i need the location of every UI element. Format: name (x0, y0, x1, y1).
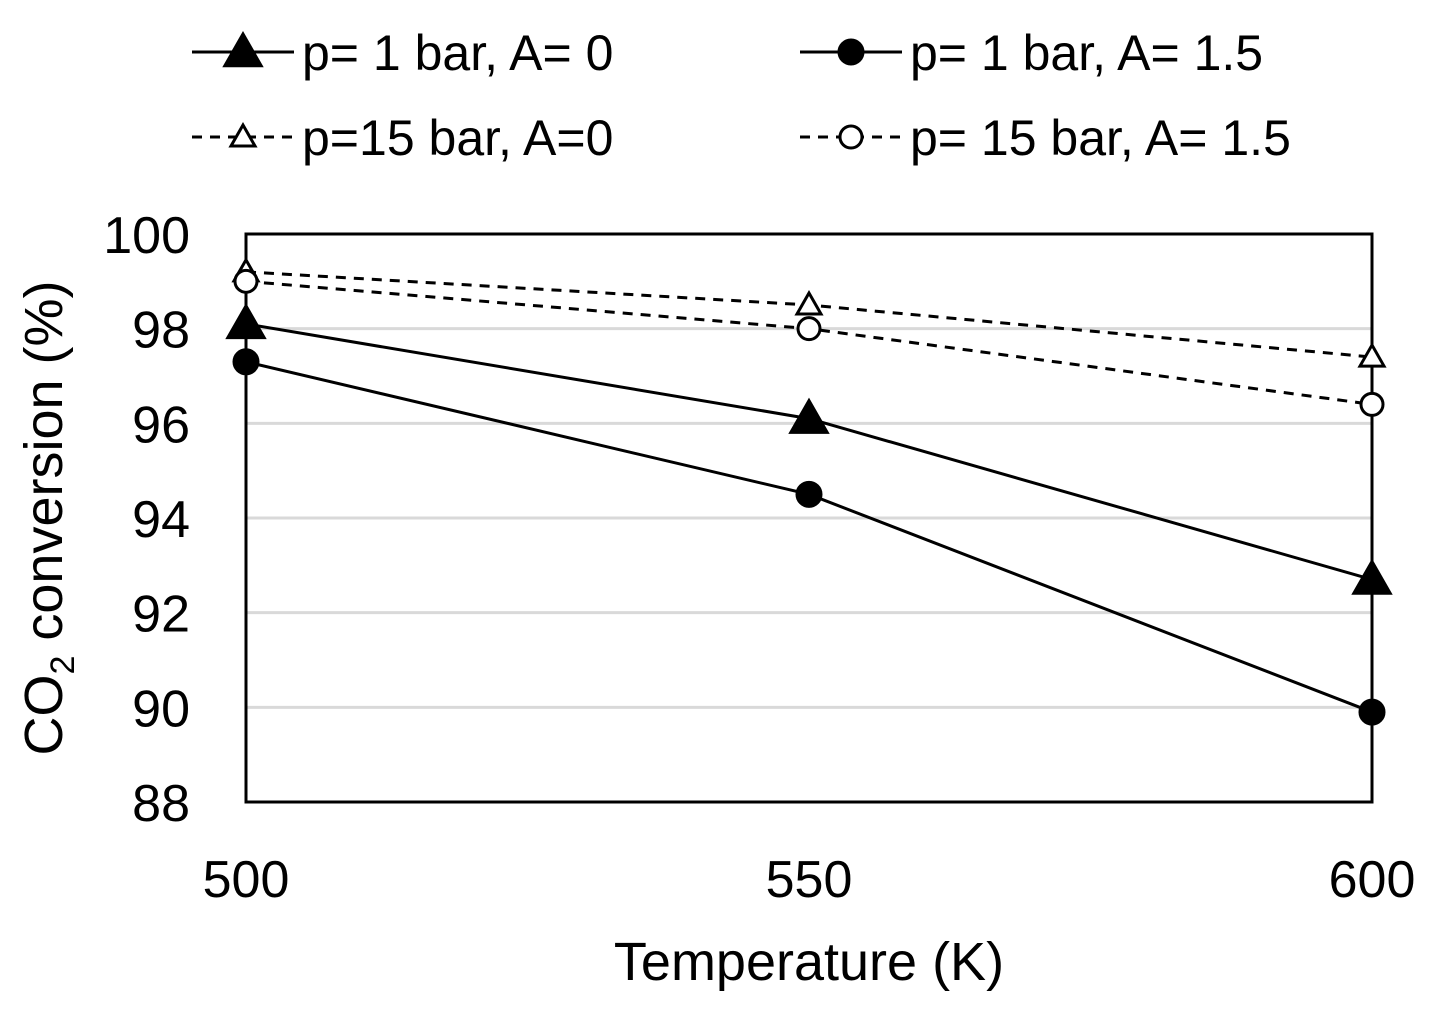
data-point (232, 348, 260, 376)
y-tick-label: 96 (132, 396, 190, 454)
data-point (788, 397, 830, 434)
legend-label: p= 15 bar, A= 1.5 (910, 110, 1291, 166)
y-tick-label: 94 (132, 491, 190, 549)
y-tick-label: 90 (132, 680, 190, 738)
x-axis-tick-labels: 500 550 600 (203, 851, 1416, 909)
y-axis-title-suffix: conversion (%) (14, 280, 74, 655)
legend-item: p=15 bar, A=0 (192, 110, 613, 166)
legend-label: p= 1 bar, A= 1.5 (910, 25, 1263, 81)
legend-marker (222, 30, 264, 68)
legend-marker (228, 121, 258, 148)
y-axis-title-prefix: CO (14, 675, 74, 756)
plot-area-frame (244, 232, 1374, 804)
series-layer (225, 256, 1393, 726)
data-point (795, 480, 823, 508)
y-tick-label: 98 (132, 302, 190, 360)
y-axis-tick-labels: 88 90 92 94 96 98 100 (103, 207, 190, 833)
x-axis-title: Temperature (K) (614, 932, 1004, 992)
data-point (1357, 342, 1387, 368)
data-point (1359, 391, 1385, 417)
x-tick-label: 550 (766, 851, 853, 909)
data-point (233, 268, 259, 294)
data-point (1358, 698, 1386, 726)
legend-item: p= 1 bar, A= 0 (192, 25, 613, 81)
legend-marker (838, 124, 864, 150)
legend-label: p=15 bar, A=0 (302, 110, 613, 166)
x-tick-label: 500 (203, 851, 290, 909)
legend-item: p= 15 bar, A= 1.5 (800, 110, 1291, 166)
legend: p= 1 bar, A= 0 p= 1 bar, A= 1.5 p=15 bar, … (192, 25, 1291, 166)
y-axis-title: CO2 conversion (%) (14, 280, 82, 755)
y-tick-label: 92 (132, 586, 190, 644)
legend-label: p= 1 bar, A= 0 (302, 25, 613, 81)
legend-item: p= 1 bar, A= 1.5 (800, 25, 1263, 81)
legend-marker (837, 38, 865, 66)
data-point (794, 289, 824, 316)
series-4 (233, 268, 1385, 417)
data-point (1351, 558, 1393, 595)
series-2 (232, 348, 1386, 726)
data-point (796, 316, 822, 342)
x-tick-label: 600 (1329, 851, 1416, 909)
data-point (225, 302, 267, 340)
y-axis-title-subscript: 2 (44, 656, 82, 675)
y-tick-label: 88 (132, 775, 190, 833)
y-tick-label: 100 (103, 207, 190, 265)
series-1 (225, 302, 1393, 595)
